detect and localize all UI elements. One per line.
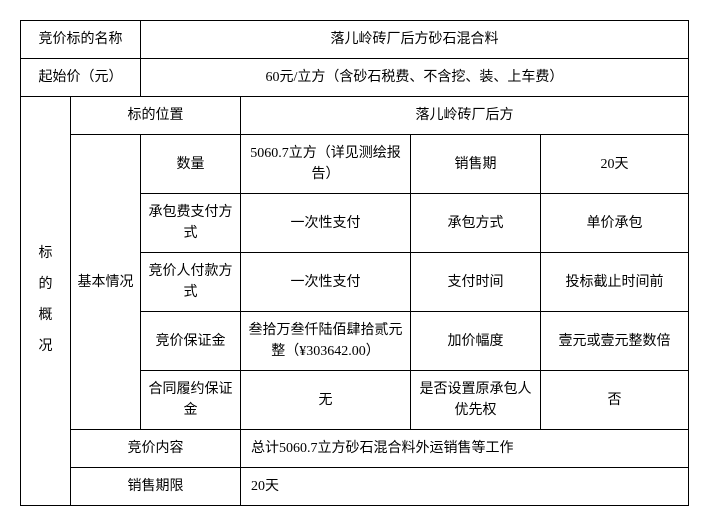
bidding-summary-table: 竞价标的名称 落儿岭砖厂后方砂石混合料 起始价（元） 60元/立方（含砂石税费、… — [20, 20, 689, 506]
value-bid-content: 总计5060.7立方砂石混合料外运销售等工作 — [241, 430, 689, 468]
row-start-price: 起始价（元） 60元/立方（含砂石税费、不含挖、装、上车费） — [21, 59, 689, 97]
row-quantity: 基本情况 数量 5060.7立方（详见测绘报告） 销售期 20天 — [21, 135, 689, 194]
row-sale-term: 销售期限 20天 — [21, 468, 689, 506]
label-increment: 加价幅度 — [411, 312, 541, 371]
row-subject-name: 竞价标的名称 落儿岭砖厂后方砂石混合料 — [21, 21, 689, 59]
label-sale-period: 销售期 — [411, 135, 541, 194]
value-start-price: 60元/立方（含砂石税费、不含挖、装、上车费） — [141, 59, 689, 97]
value-quantity: 5060.7立方（详见测绘报告） — [241, 135, 411, 194]
value-pay-time: 投标截止时间前 — [541, 253, 689, 312]
value-fee-pay-method: 一次性支付 — [241, 194, 411, 253]
value-bid-deposit: 叁拾万叁仟陆佰肆拾贰元整（¥303642.00） — [241, 312, 411, 371]
label-start-price: 起始价（元） — [21, 59, 141, 97]
label-sale-term: 销售期限 — [71, 468, 241, 506]
value-contract-method: 单价承包 — [541, 194, 689, 253]
label-fee-pay-method: 承包费支付方式 — [141, 194, 241, 253]
value-sale-period: 20天 — [541, 135, 689, 194]
value-priority-right: 否 — [541, 371, 689, 430]
label-contract-method: 承包方式 — [411, 194, 541, 253]
label-pay-time: 支付时间 — [411, 253, 541, 312]
label-bidder-pay-method: 竞价人付款方式 — [141, 253, 241, 312]
row-location: 标 的 概 况 标的位置 落儿岭砖厂后方 — [21, 97, 689, 135]
value-sale-term: 20天 — [241, 468, 689, 506]
value-increment: 壹元或壹元整数倍 — [541, 312, 689, 371]
value-bidder-pay-method: 一次性支付 — [241, 253, 411, 312]
label-bid-deposit: 竞价保证金 — [141, 312, 241, 371]
label-performance-bond: 合同履约保证金 — [141, 371, 241, 430]
value-subject-name: 落儿岭砖厂后方砂石混合料 — [141, 21, 689, 59]
row-bid-content: 竞价内容 总计5060.7立方砂石混合料外运销售等工作 — [21, 430, 689, 468]
value-location: 落儿岭砖厂后方 — [241, 97, 689, 135]
value-performance-bond: 无 — [241, 371, 411, 430]
label-basic-info: 基本情况 — [71, 135, 141, 430]
label-subject-name: 竞价标的名称 — [21, 21, 141, 59]
label-quantity: 数量 — [141, 135, 241, 194]
label-bid-content: 竞价内容 — [71, 430, 241, 468]
label-overview: 标 的 概 况 — [21, 97, 71, 506]
label-priority-right: 是否设置原承包人优先权 — [411, 371, 541, 430]
label-location: 标的位置 — [71, 97, 241, 135]
